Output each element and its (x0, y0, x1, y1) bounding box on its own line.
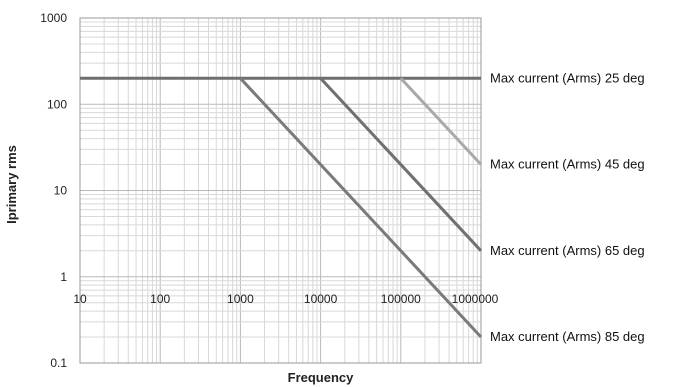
series-line (239, 77, 483, 339)
series-line (319, 77, 483, 252)
plot-frame (79, 17, 482, 364)
y-tick-label: 1 (60, 270, 67, 284)
y-tick-label: 1000 (40, 11, 67, 25)
y-tick-label: 0.1 (50, 356, 67, 370)
x-tick-label: 1000000 (452, 292, 499, 306)
series-labels: Max current (Arms) 25 deg Max current (Ar… (490, 70, 645, 344)
series-label: Max current (Arms) 85 deg (490, 329, 645, 344)
series-label: Max current (Arms) 45 deg (490, 157, 645, 172)
grid (79, 18, 481, 364)
x-tick-label: 100000 (381, 292, 421, 306)
series-line (399, 77, 483, 166)
x-tick-label: 100 (150, 292, 170, 306)
series-lines (80, 76, 483, 339)
x-axis-label: Frequency (288, 370, 355, 385)
y-axis-label: Iprimary rms (4, 145, 19, 224)
x-tick-label: 1000 (227, 292, 254, 306)
x-tick-label: 10 (73, 292, 87, 306)
x-tick-label: 10000 (304, 292, 338, 306)
series-label: Max current (Arms) 65 deg (490, 243, 645, 258)
y-tick-label: 10 (54, 184, 68, 198)
y-tick-labels: 1000 100 10 1 0.1 (40, 11, 67, 370)
y-tick-label: 100 (47, 97, 67, 111)
series-label: Max current (Arms) 25 deg (490, 70, 645, 85)
x-tick-labels: 10 100 1000 10000 100000 1000000 (73, 292, 498, 306)
